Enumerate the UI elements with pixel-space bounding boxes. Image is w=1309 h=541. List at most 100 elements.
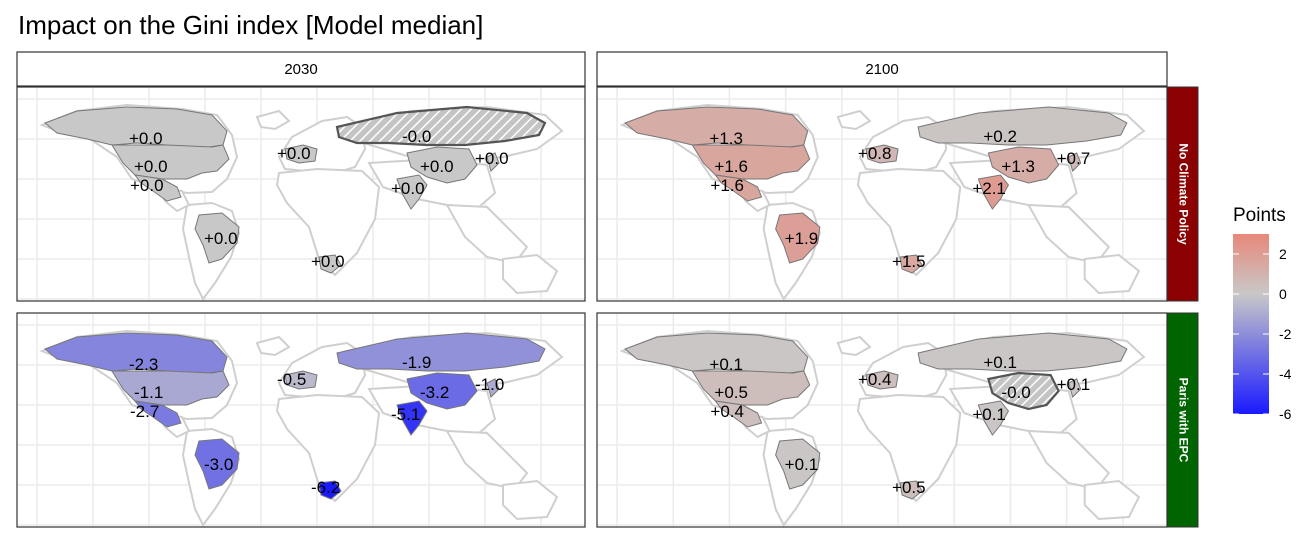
legend-tick-label: -4	[1279, 366, 1292, 382]
region-mexico	[133, 174, 182, 202]
region-china	[406, 372, 478, 410]
land-outline	[275, 167, 381, 277]
region-india	[396, 400, 428, 436]
land-outline	[502, 479, 559, 521]
region-japan	[1068, 378, 1082, 398]
row-label-paris-with-epc: Paris with EPC	[1176, 378, 1190, 463]
region-mexico	[133, 400, 182, 428]
land-outline	[445, 203, 529, 265]
land-outline	[445, 429, 529, 491]
region-brazil	[775, 438, 821, 490]
region-south-africa	[899, 254, 923, 274]
region-south-africa	[318, 254, 342, 274]
value-label-mexico: -2.7	[130, 402, 159, 421]
panel-border	[596, 312, 1168, 528]
value-label-china: +1.3	[1001, 157, 1035, 176]
land-outline	[502, 253, 559, 295]
legend-tick-label: -2	[1279, 326, 1292, 342]
value-label-brazil: +0.1	[785, 455, 819, 474]
region-europe	[284, 370, 318, 390]
value-label-japan: +0.0	[475, 149, 509, 168]
land-outline	[856, 393, 962, 503]
value-label-europe: -0.5	[277, 370, 306, 389]
legend-tick-label: 0	[1279, 286, 1287, 302]
value-label-south-africa: +0.5	[892, 478, 926, 497]
legend-tick-label: 2	[1279, 246, 1287, 262]
value-label-india: +0.1	[972, 405, 1006, 424]
value-label-south-africa: +0.0	[311, 252, 345, 271]
region-brazil	[194, 438, 240, 490]
region-china	[406, 146, 478, 184]
value-label-japan: +0.1	[1057, 375, 1091, 394]
region-mexico	[714, 400, 763, 428]
region-brazil	[775, 212, 821, 264]
region-south-africa	[899, 480, 923, 500]
value-label-russia: -1.9	[402, 353, 431, 372]
value-label-usa: +0.5	[714, 383, 748, 402]
value-label-mexico: +0.0	[130, 176, 164, 195]
region-usa	[691, 144, 811, 180]
land-outline	[255, 109, 291, 131]
legend: Points 2 0 -2 -4 -6	[1233, 205, 1292, 422]
legend-tick-label: -6	[1279, 406, 1292, 422]
region-south-africa	[318, 480, 342, 500]
value-label-china: -0.0	[1001, 383, 1030, 402]
legend-colorbar	[1233, 234, 1269, 414]
column-strip-2100	[596, 51, 1168, 87]
land-outline	[1026, 203, 1111, 265]
value-label-canada: +1.3	[709, 129, 743, 148]
value-label-brazil: +1.9	[785, 229, 819, 248]
column-label-2100: 2100	[865, 61, 898, 78]
value-label-canada: +0.1	[709, 355, 743, 374]
land-outline	[836, 335, 872, 357]
region-india	[396, 174, 428, 210]
row-label-no-climate-policy: No Climate Policy	[1176, 143, 1190, 245]
region-mexico	[714, 174, 763, 202]
value-label-brazil: +0.0	[204, 229, 238, 248]
value-label-europe: +0.4	[858, 370, 892, 389]
region-brazil	[194, 212, 240, 264]
region-russia	[917, 106, 1128, 146]
value-label-usa: -1.1	[134, 383, 163, 402]
value-label-usa: +1.6	[714, 157, 748, 176]
value-label-south-africa: -6.2	[311, 478, 340, 497]
region-india	[977, 400, 1010, 436]
value-label-canada: -2.3	[129, 355, 158, 374]
value-label-japan: +0.7	[1057, 149, 1091, 168]
region-china	[986, 371, 1060, 411]
region-europe	[284, 144, 318, 164]
panel-no-climate-policy-2100: +1.3 +1.6+1.6 +1.9 +0.8 +1.5 +0.2 +1.3 +2.1 +0.7	[596, 86, 1168, 302]
value-label-mexico: +1.6	[710, 176, 744, 195]
row-strip-paris-with-epc	[1166, 312, 1199, 528]
value-label-brazil: -3.0	[204, 455, 233, 474]
value-label-russia: +0.1	[983, 353, 1017, 372]
value-label-china: -3.2	[420, 383, 449, 402]
region-russia	[336, 332, 546, 372]
land-outline	[1083, 253, 1141, 295]
value-label-usa: +0.0	[134, 157, 168, 176]
value-label-japan: -1.0	[475, 375, 504, 394]
value-label-india: -5.1	[391, 405, 420, 424]
value-label-india: +0.0	[391, 179, 425, 198]
land-outline	[836, 109, 872, 131]
land-outline	[1083, 479, 1141, 521]
value-label-south-africa: +1.5	[892, 252, 926, 271]
region-usa	[111, 370, 230, 406]
region-usa	[111, 144, 230, 180]
region-japan	[1068, 152, 1082, 172]
panel-border	[596, 86, 1168, 302]
region-india	[977, 174, 1010, 210]
value-label-europe: +0.0	[277, 144, 311, 163]
land-outline	[1026, 429, 1111, 491]
land-outline	[275, 393, 381, 503]
value-label-canada: +0.0	[129, 129, 163, 148]
region-europe	[865, 370, 899, 390]
row-strip-no-climate-policy	[1166, 86, 1199, 302]
region-china	[987, 146, 1060, 184]
region-russia	[335, 105, 547, 147]
column-strip-2030	[16, 51, 586, 87]
panel-paris-with-epc-2100: +0.1+0.5+0.4+0.1+0.4+0.5+0.1-0.0+0.1+0.1	[596, 312, 1168, 528]
region-japan	[486, 152, 500, 172]
value-label-europe: +0.8	[858, 144, 892, 163]
